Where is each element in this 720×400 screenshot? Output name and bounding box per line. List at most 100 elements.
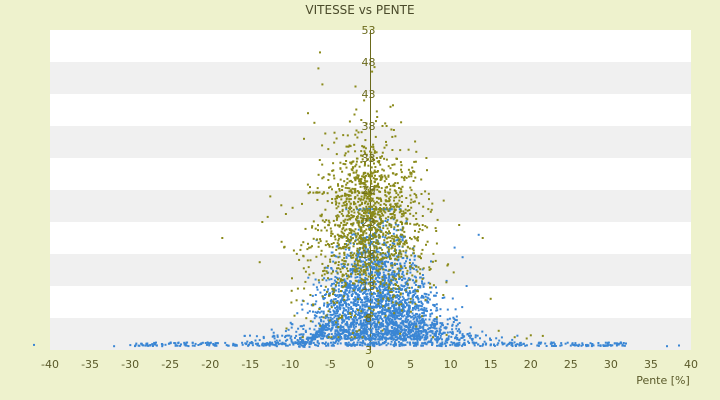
- data-point: [377, 185, 380, 188]
- data-point: [342, 274, 345, 277]
- data-point: [380, 218, 383, 221]
- data-point: [416, 318, 419, 321]
- data-point: [392, 244, 395, 247]
- data-point: [372, 256, 375, 259]
- data-point: [413, 305, 416, 308]
- data-point: [286, 334, 289, 337]
- data-point: [347, 145, 350, 148]
- data-point: [314, 227, 317, 230]
- data-point: [372, 211, 375, 214]
- data-point: [338, 211, 341, 213]
- data-point: [385, 186, 388, 189]
- data-point: [324, 342, 326, 345]
- data-point: [369, 174, 372, 177]
- data-point: [422, 327, 425, 330]
- data-point: [406, 283, 409, 286]
- data-point: [314, 343, 316, 346]
- data-point: [412, 279, 414, 282]
- data-point: [369, 266, 372, 269]
- data-point: [258, 339, 261, 342]
- data-point: [335, 248, 338, 251]
- data-point: [430, 260, 432, 263]
- data-point: [370, 260, 373, 263]
- data-point: [405, 291, 408, 294]
- data-point: [359, 216, 362, 219]
- data-point: [451, 297, 454, 300]
- data-point: [355, 254, 358, 257]
- data-point: [399, 268, 402, 270]
- data-point: [384, 311, 387, 314]
- data-point: [357, 279, 360, 282]
- data-point: [338, 255, 341, 258]
- data-point: [346, 282, 349, 285]
- data-point: [336, 267, 338, 270]
- data-point: [350, 280, 352, 283]
- data-point: [140, 342, 143, 345]
- data-point: [390, 128, 393, 131]
- data-point: [351, 270, 354, 273]
- data-point: [304, 329, 307, 332]
- data-point: [366, 305, 369, 308]
- data-point: [371, 175, 374, 178]
- data-point: [392, 296, 394, 299]
- data-point: [391, 337, 394, 340]
- data-point: [342, 285, 345, 288]
- data-point: [360, 333, 363, 336]
- data-point: [354, 177, 357, 180]
- data-point: [419, 276, 422, 279]
- data-point: [425, 157, 428, 159]
- data-point: [326, 343, 329, 346]
- data-point: [385, 283, 388, 286]
- data-point: [383, 202, 386, 205]
- data-point: [396, 338, 399, 341]
- data-point: [366, 315, 369, 318]
- data-point: [440, 323, 443, 326]
- data-point: [412, 334, 415, 337]
- data-point: [356, 136, 359, 139]
- data-point: [365, 267, 368, 270]
- data-point: [391, 322, 394, 325]
- data-point: [337, 247, 340, 250]
- data-point: [374, 316, 377, 319]
- data-point: [454, 308, 457, 311]
- data-point: [321, 163, 324, 166]
- data-point: [399, 331, 402, 334]
- data-point: [368, 322, 371, 325]
- data-point: [154, 343, 156, 346]
- data-point: [271, 341, 274, 344]
- data-point: [371, 270, 374, 273]
- data-point: [406, 282, 409, 285]
- data-point: [358, 270, 361, 273]
- data-point: [381, 307, 384, 310]
- data-point: [401, 233, 403, 236]
- data-point: [411, 315, 414, 318]
- data-point: [374, 298, 377, 301]
- data-point: [529, 334, 532, 337]
- data-point: [387, 317, 390, 320]
- data-point: [425, 293, 428, 296]
- data-point: [352, 337, 355, 340]
- data-point: [360, 238, 363, 240]
- data-point: [413, 281, 416, 284]
- data-point: [398, 343, 401, 346]
- data-point: [378, 336, 381, 339]
- data-point: [417, 298, 420, 300]
- data-point: [356, 276, 359, 278]
- data-point: [363, 297, 366, 300]
- data-point: [396, 281, 398, 284]
- data-point: [390, 282, 393, 285]
- data-point: [418, 228, 421, 231]
- data-point: [344, 218, 347, 221]
- data-point: [514, 345, 517, 347]
- data-point: [364, 313, 367, 316]
- data-point: [135, 342, 138, 345]
- data-point: [340, 221, 343, 224]
- data-point: [384, 234, 387, 237]
- data-point: [374, 166, 377, 168]
- data-point: [421, 277, 424, 280]
- data-point: [385, 310, 388, 313]
- data-point: [360, 203, 363, 205]
- data-point: [373, 210, 376, 213]
- data-point: [384, 331, 387, 334]
- data-point: [359, 198, 362, 201]
